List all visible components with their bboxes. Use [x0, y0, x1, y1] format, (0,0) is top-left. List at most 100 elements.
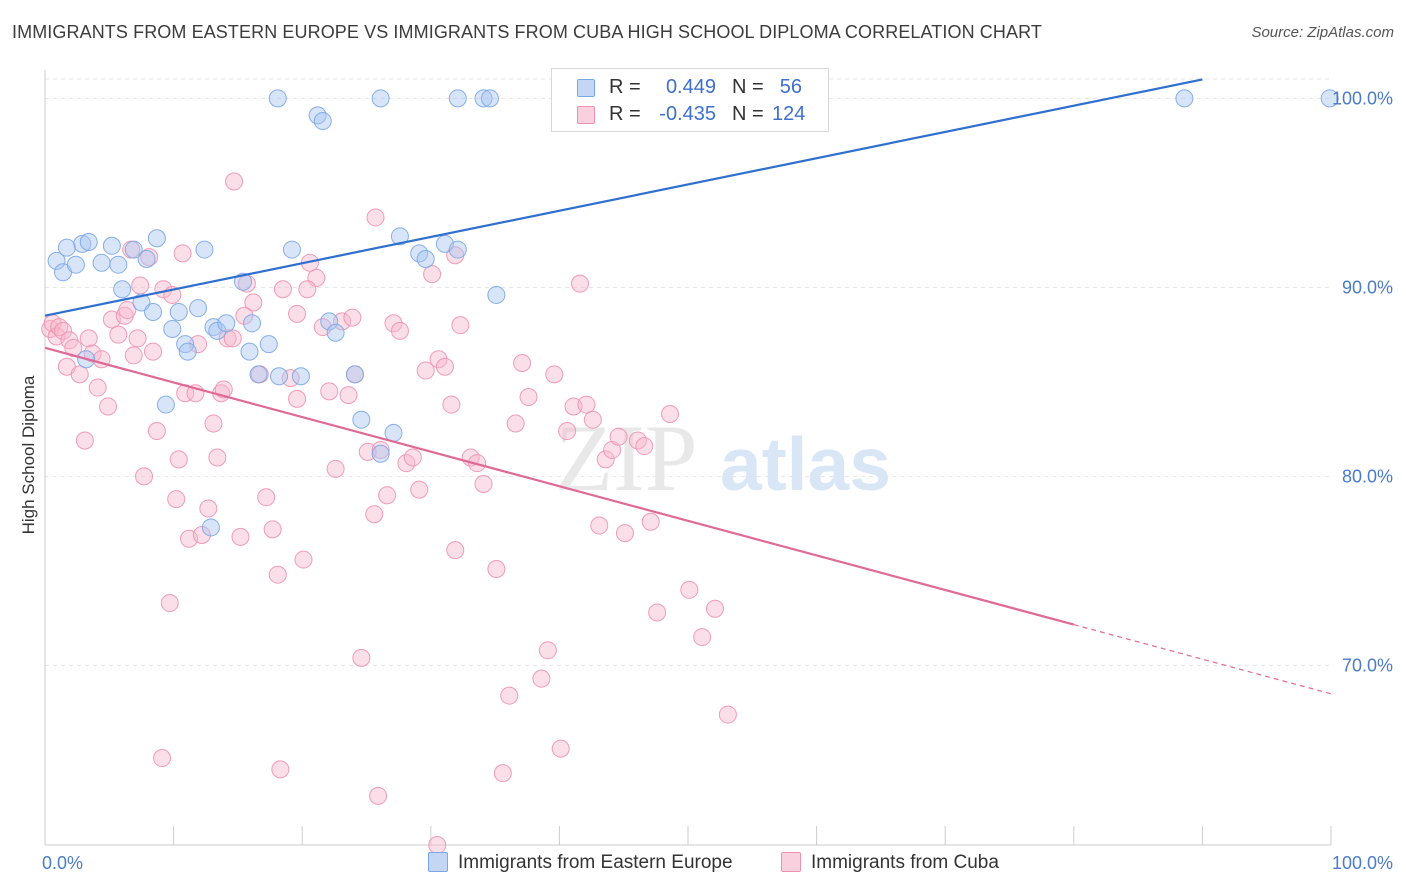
cuba-point [609, 427, 628, 446]
cuba-point [271, 760, 290, 779]
y-tick-labels: 100.0% 90.0% 80.0% 70.0% [1332, 88, 1393, 675]
cuba-point [680, 580, 699, 599]
cuba-point [75, 431, 94, 450]
watermark-atlas: atlas [720, 422, 891, 506]
legend-n-value: 124 [772, 103, 806, 125]
eastern-europe-point [201, 518, 220, 537]
eastern-europe-point [291, 367, 310, 386]
eastern-europe-point [480, 89, 499, 108]
eastern-europe-point [189, 299, 208, 318]
cuba-point [442, 395, 461, 414]
legend-r-value: -0.435 [659, 103, 716, 125]
cuba-point [384, 314, 403, 333]
cuba-point [403, 448, 422, 467]
eastern-europe-point [163, 319, 182, 338]
cuba-point [298, 280, 317, 299]
eastern-europe-point [326, 323, 345, 342]
cuba-point [294, 550, 313, 569]
cuba-point [288, 304, 307, 323]
y-axis-label: High School Diploma [19, 375, 38, 534]
eastern-europe-point [1320, 89, 1339, 108]
cuba-point [369, 786, 388, 805]
y-tick-label: 90.0% [1342, 277, 1393, 297]
cuba-point [706, 599, 725, 618]
cuba-point [603, 440, 622, 459]
cuba-point [109, 325, 128, 344]
cuba-point [88, 378, 107, 397]
cuba-point [660, 405, 679, 424]
x-tick-labels: 0.0% 100.0% [42, 853, 1393, 873]
cuba-point [519, 388, 538, 407]
cuba-point [493, 764, 512, 783]
cuba-point [570, 274, 589, 293]
cuba-point [641, 512, 660, 531]
cuba-point [263, 520, 282, 539]
cuba-point [577, 395, 596, 414]
eastern-europe-point [313, 112, 332, 131]
cuba-point [225, 172, 244, 191]
bottom-legend-cuba: Immigrants from Cuba [781, 852, 999, 874]
cuba-points [41, 172, 737, 854]
cuba-point [558, 422, 577, 441]
eastern-europe-point [113, 280, 132, 299]
cuba-point [366, 208, 385, 227]
cuba-point [693, 628, 712, 647]
cuba-point [428, 836, 447, 854]
cuba-point [429, 350, 448, 369]
eastern-europe-point [102, 236, 121, 255]
cuba-point [333, 312, 352, 331]
cuba-point [390, 321, 409, 340]
cuba-point [506, 414, 525, 433]
eastern-europe-point [47, 251, 66, 270]
eastern-europe-point [259, 335, 278, 354]
cuba-point [378, 486, 397, 505]
cuba-point [538, 641, 557, 660]
eastern-europe-point [178, 342, 197, 361]
grid [45, 78, 1331, 666]
cuba-point [343, 308, 362, 327]
eastern-europe-point [79, 233, 98, 252]
y-tick-label: 100.0% [1332, 88, 1393, 108]
cuba-point [320, 382, 339, 401]
eastern-europe-point [1175, 89, 1194, 108]
cuba-point [147, 422, 166, 441]
bottom-legend-swatch-blue [428, 852, 448, 872]
cuba-point [124, 346, 143, 365]
eastern-europe-point [448, 89, 467, 108]
eastern-europe-point [208, 321, 227, 340]
cuba-point [153, 749, 172, 768]
cuba-point [144, 342, 163, 361]
legend-swatch-blue [577, 79, 595, 97]
trend-lines [44, 78, 1332, 695]
cuba-point [545, 365, 564, 384]
cuba-point [160, 594, 179, 613]
cuba-point [135, 467, 154, 486]
eastern-europe-point [66, 255, 85, 274]
cuba-point [167, 490, 186, 509]
cuba-trend-line [44, 346, 1075, 626]
cuba-point [590, 516, 609, 535]
cuba-point [169, 450, 188, 469]
cuba-point [131, 276, 150, 295]
cuba-point [288, 389, 307, 408]
cuba-point [326, 459, 345, 478]
bottom-legend-swatch-pink [781, 852, 801, 872]
eastern-europe-point [243, 314, 262, 333]
cuba-point [532, 669, 551, 688]
cuba-point [192, 526, 211, 544]
eastern-europe-point [147, 229, 166, 248]
cuba-point [199, 499, 218, 518]
eastern-europe-point [308, 106, 327, 125]
cuba-point [208, 448, 227, 467]
eastern-europe-points [47, 89, 1339, 537]
eastern-europe-point [109, 255, 128, 274]
eastern-europe-point [156, 395, 175, 414]
cuba-point [435, 357, 454, 376]
cuba-point [231, 527, 250, 546]
eastern-europe-point [195, 240, 214, 259]
cuba-point [223, 329, 242, 348]
legend-swatch-pink [577, 106, 595, 124]
eastern-europe-trend-line [44, 78, 1203, 317]
eastern-europe-point [270, 367, 289, 386]
